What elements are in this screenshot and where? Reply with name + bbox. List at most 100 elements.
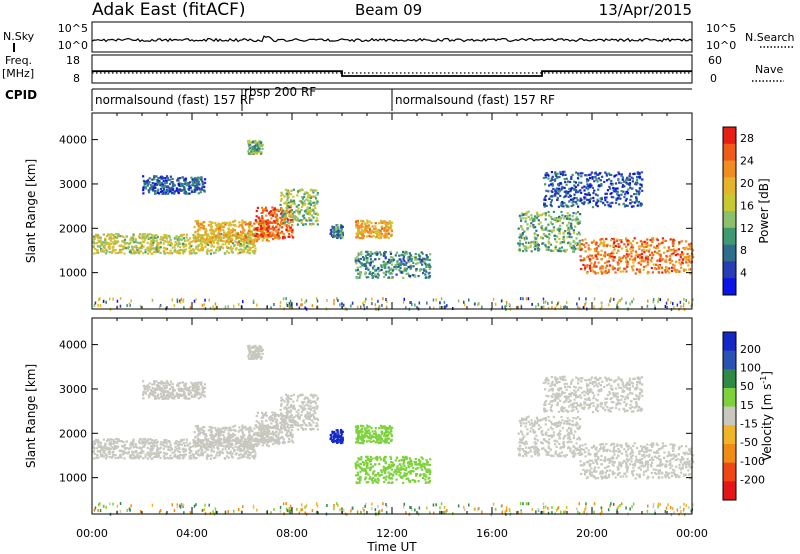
power-speckle	[490, 308, 493, 312]
power-echo-cell	[692, 256, 695, 259]
velocity-echo-cell	[205, 448, 208, 451]
power-echo-cell	[245, 238, 248, 241]
freq-left-unit: [MHz]	[2, 67, 34, 80]
power-echo-cell	[606, 201, 609, 204]
velocity-echo-cell	[183, 453, 186, 456]
power-echo-cell	[262, 225, 265, 228]
velocity-echo-cell	[131, 450, 134, 453]
power-echo-cell	[378, 257, 381, 261]
power-echo-cell	[237, 241, 240, 244]
power-echo-cell	[359, 257, 362, 261]
power-echo-cell	[308, 194, 312, 197]
power-echo-cell	[227, 242, 230, 245]
power-echo-cell	[576, 242, 579, 245]
velocity-echo-cell	[142, 441, 145, 444]
power-echo-cell	[252, 249, 255, 253]
velocity-echo-cell	[169, 457, 172, 460]
power-echo-cell	[260, 231, 263, 234]
power-echo-cell	[257, 216, 260, 219]
power-echo-cell	[642, 248, 645, 252]
power-echo-cell	[629, 186, 632, 189]
power-echo-cell	[207, 233, 210, 236]
velocity-echo-cell	[278, 441, 281, 444]
power-echo-cell	[305, 198, 308, 201]
power-echo-cell	[117, 251, 120, 254]
power-echo-cell	[228, 230, 231, 233]
velocity-echo-cell	[262, 427, 265, 430]
velocity-echo-cell	[222, 445, 225, 448]
power-echo-cell	[366, 221, 369, 224]
velocity-echo-cell	[226, 445, 229, 448]
power-echo-cell	[356, 219, 359, 223]
power-echo-cell	[108, 243, 111, 246]
velocity-echo-cell	[266, 441, 269, 444]
power-echo-cell	[142, 175, 145, 178]
power-echo-cell	[335, 229, 338, 232]
power-echo-cell	[302, 214, 305, 217]
power-echo-cell	[562, 237, 565, 240]
power-echo-cell	[672, 248, 675, 251]
power-echo-cell	[275, 213, 278, 216]
power-echo-cell	[303, 217, 306, 220]
power-echo-cell	[159, 181, 162, 184]
power-echo-cell	[108, 245, 111, 248]
velocity-echo-cell	[254, 439, 257, 443]
power-echo-cell	[384, 257, 387, 260]
power-echo-cell	[250, 150, 253, 153]
power-echo-cell	[627, 243, 630, 246]
power-echo-cell	[361, 225, 364, 228]
power-echo-cell	[530, 250, 533, 253]
power-speckle	[256, 303, 258, 307]
power-echo-cell	[292, 216, 295, 219]
power-speckle	[418, 301, 421, 305]
velocity-echo-cell	[241, 449, 244, 452]
power-echo-cell	[624, 267, 627, 270]
power-echo-cell	[201, 185, 204, 188]
power-echo-cell	[299, 219, 302, 222]
velocity-echo-cell	[204, 438, 207, 441]
velocity-echo-cell	[277, 442, 280, 446]
power-echo-cell	[167, 252, 170, 255]
power-echo-cell	[364, 271, 367, 274]
power-echo-cell	[257, 238, 260, 241]
power-echo-cell	[256, 228, 259, 232]
power-speckle	[403, 297, 405, 301]
power-echo-cell	[523, 230, 526, 233]
velocity-echo-cell	[219, 434, 222, 437]
power-echo-cell	[163, 185, 166, 188]
power-echo-cell	[289, 206, 292, 209]
power-echo-cell	[592, 270, 595, 273]
power-echo-cell	[610, 179, 613, 182]
power-echo-cell	[649, 239, 652, 242]
velocity-echo-cell	[130, 441, 133, 445]
power-echo-cell	[605, 264, 609, 267]
power-echo-cell	[167, 190, 170, 194]
power-speckle	[285, 297, 287, 301]
power-echo-cell	[365, 235, 369, 238]
power-speckle	[287, 304, 290, 308]
power-speckle	[654, 306, 656, 310]
power-echo-cell	[188, 192, 191, 195]
velocity-echo-cell	[177, 454, 180, 457]
power-echo-cell	[369, 228, 372, 231]
velocity-echo-cell	[240, 429, 243, 432]
power-echo-cell	[258, 234, 261, 238]
power-echo-cell	[237, 234, 240, 237]
power-echo-cell	[365, 266, 368, 269]
power-echo-cell	[625, 197, 628, 201]
power-echo-cell	[383, 266, 386, 269]
cpid-segment-1: normalsound (fast) 157 RF	[95, 93, 255, 107]
power-echo-cell	[190, 189, 193, 192]
power-echo-cell	[664, 269, 667, 272]
power-speckle	[176, 300, 179, 304]
power-echo-cell	[287, 206, 291, 209]
power-echo-cell	[259, 152, 263, 155]
velocity-echo-cell	[261, 444, 264, 447]
velocity-echo-cell	[219, 428, 222, 431]
power-echo-cell	[581, 239, 584, 242]
power-echo-cell	[541, 228, 544, 231]
power-echo-cell	[292, 195, 295, 198]
power-echo-cell	[419, 261, 422, 264]
power-echo-cell	[610, 239, 613, 242]
power-echo-cell	[185, 233, 188, 236]
